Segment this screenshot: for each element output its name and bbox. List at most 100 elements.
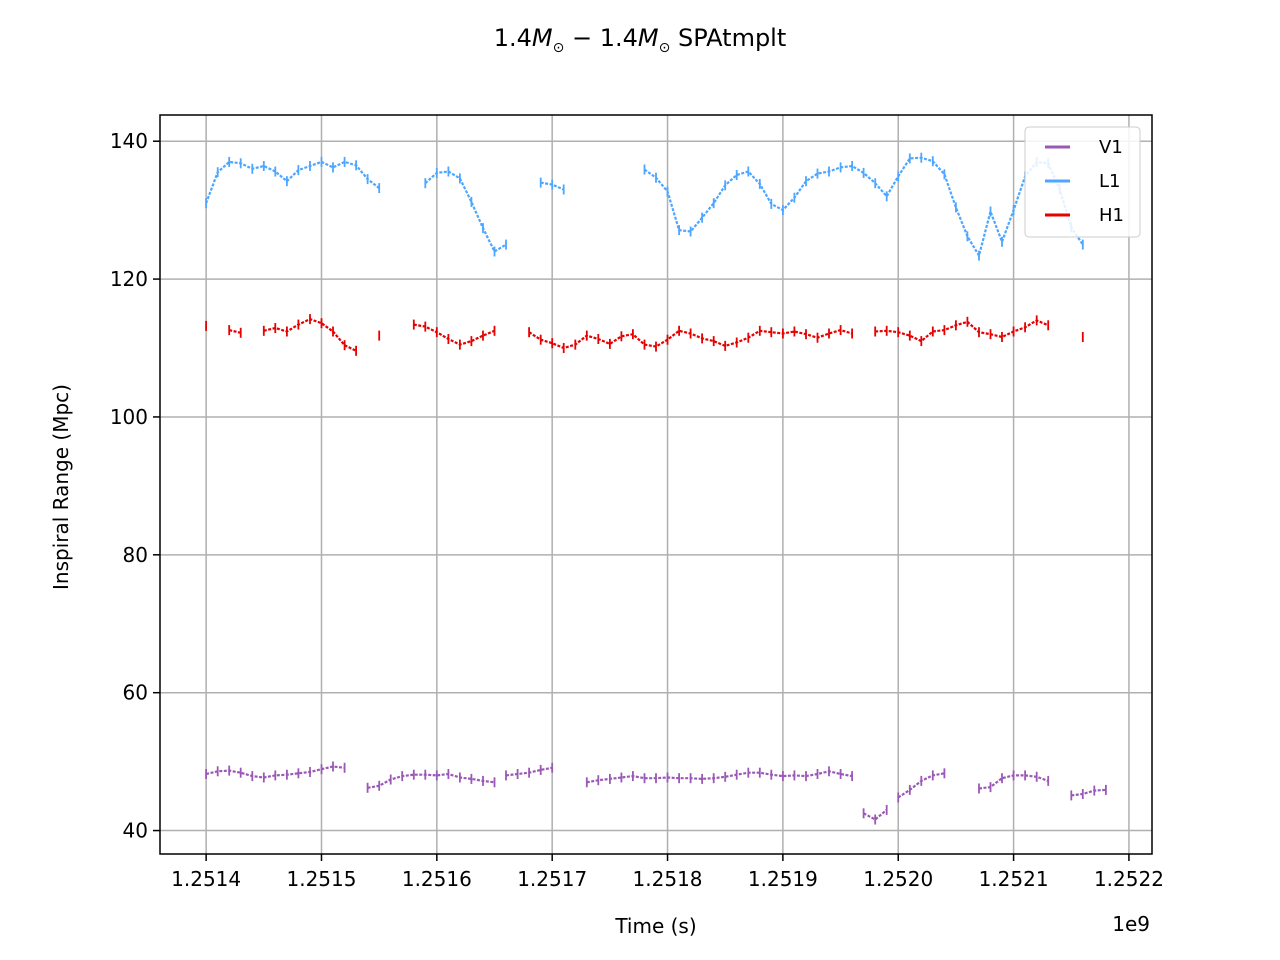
data-point (482, 775, 484, 786)
y-axis-label: Inspiral Range (Mpc) (49, 384, 73, 590)
data-point (459, 339, 461, 350)
data-point (585, 330, 588, 341)
data-point (447, 166, 450, 177)
data-point (251, 163, 254, 174)
data-point (816, 168, 819, 179)
data-point (724, 340, 727, 351)
data-point (516, 769, 519, 779)
data-point (332, 761, 334, 772)
data-point (689, 328, 692, 339)
data-point (366, 174, 369, 185)
data-point (874, 814, 877, 825)
data-point (251, 771, 254, 782)
data-point (286, 176, 288, 187)
series-v1 (205, 761, 1107, 825)
data-point (735, 769, 738, 780)
data-point (655, 341, 657, 352)
data-point (551, 179, 554, 190)
data-point (274, 770, 277, 781)
data-point (447, 769, 450, 779)
data-point (712, 336, 715, 347)
series-line (367, 772, 495, 789)
data-point (228, 325, 231, 336)
data-point (470, 196, 473, 207)
data-point (943, 169, 946, 180)
data-point (955, 320, 957, 331)
x-tick-label: 1.2520 (863, 867, 933, 891)
plot-frame (159, 114, 1153, 855)
data-point (343, 156, 346, 167)
y-tick-label: 140 (110, 129, 148, 153)
data-point (828, 328, 830, 339)
y-tick-label: 80 (123, 543, 148, 567)
data-point (574, 339, 577, 350)
data-point (701, 773, 703, 784)
data-point (297, 165, 300, 176)
data-point (643, 339, 646, 350)
data-point (966, 316, 969, 327)
x-tick-label: 1.2514 (171, 867, 241, 891)
series-line (875, 319, 1049, 343)
series-l1 (205, 152, 1084, 261)
data-point (724, 771, 727, 782)
legend-label: V1 (1099, 137, 1123, 158)
data-point (435, 167, 438, 178)
y-tick-label: 120 (110, 267, 148, 291)
data-point (343, 340, 346, 351)
data-point (286, 769, 288, 780)
data-point (1081, 789, 1084, 799)
data-point (770, 327, 773, 338)
data-point (482, 223, 484, 234)
data-point (712, 773, 715, 784)
data-point (1081, 239, 1084, 250)
series-line (1071, 788, 1106, 797)
series-h1 (205, 314, 1084, 356)
data-point (851, 161, 853, 171)
data-point (551, 338, 554, 349)
data-point (770, 769, 773, 780)
data-point (597, 334, 600, 344)
series-line (863, 809, 888, 821)
data-point (978, 783, 980, 794)
data-point (1012, 205, 1015, 216)
data-point (274, 166, 277, 177)
data-point (424, 321, 427, 332)
data-point (539, 334, 542, 345)
data-point (931, 326, 934, 337)
data-point (920, 775, 923, 786)
data-point (793, 326, 796, 337)
data-point (239, 767, 242, 778)
data-point (666, 772, 669, 783)
data-point (712, 198, 715, 209)
data-point (782, 328, 784, 339)
data-point (620, 772, 623, 783)
data-point (839, 325, 842, 336)
data-point (493, 325, 496, 336)
data-point (309, 161, 311, 171)
data-point (724, 180, 727, 191)
data-point (666, 334, 669, 345)
data-point (666, 186, 669, 197)
data-point (828, 766, 830, 777)
data-point (943, 325, 946, 336)
data-point (989, 329, 992, 340)
data-point (228, 156, 231, 167)
data-point (1035, 315, 1038, 326)
data-point (978, 327, 980, 338)
data-point (1070, 790, 1073, 801)
data-point (885, 804, 888, 815)
data-point (1012, 326, 1015, 337)
data-point (978, 250, 980, 261)
data-point (747, 332, 750, 343)
data-point (320, 764, 323, 775)
data-point (309, 767, 311, 777)
data-point (943, 768, 946, 779)
legend-label: L1 (1099, 171, 1120, 192)
data-point (228, 765, 231, 776)
data-point (505, 239, 507, 250)
data-point (851, 771, 853, 782)
data-point (205, 769, 207, 779)
data-point (470, 336, 473, 347)
x-tick-label: 1.2519 (748, 867, 818, 891)
x-axis-offset-label: 1e9 (1112, 912, 1150, 936)
